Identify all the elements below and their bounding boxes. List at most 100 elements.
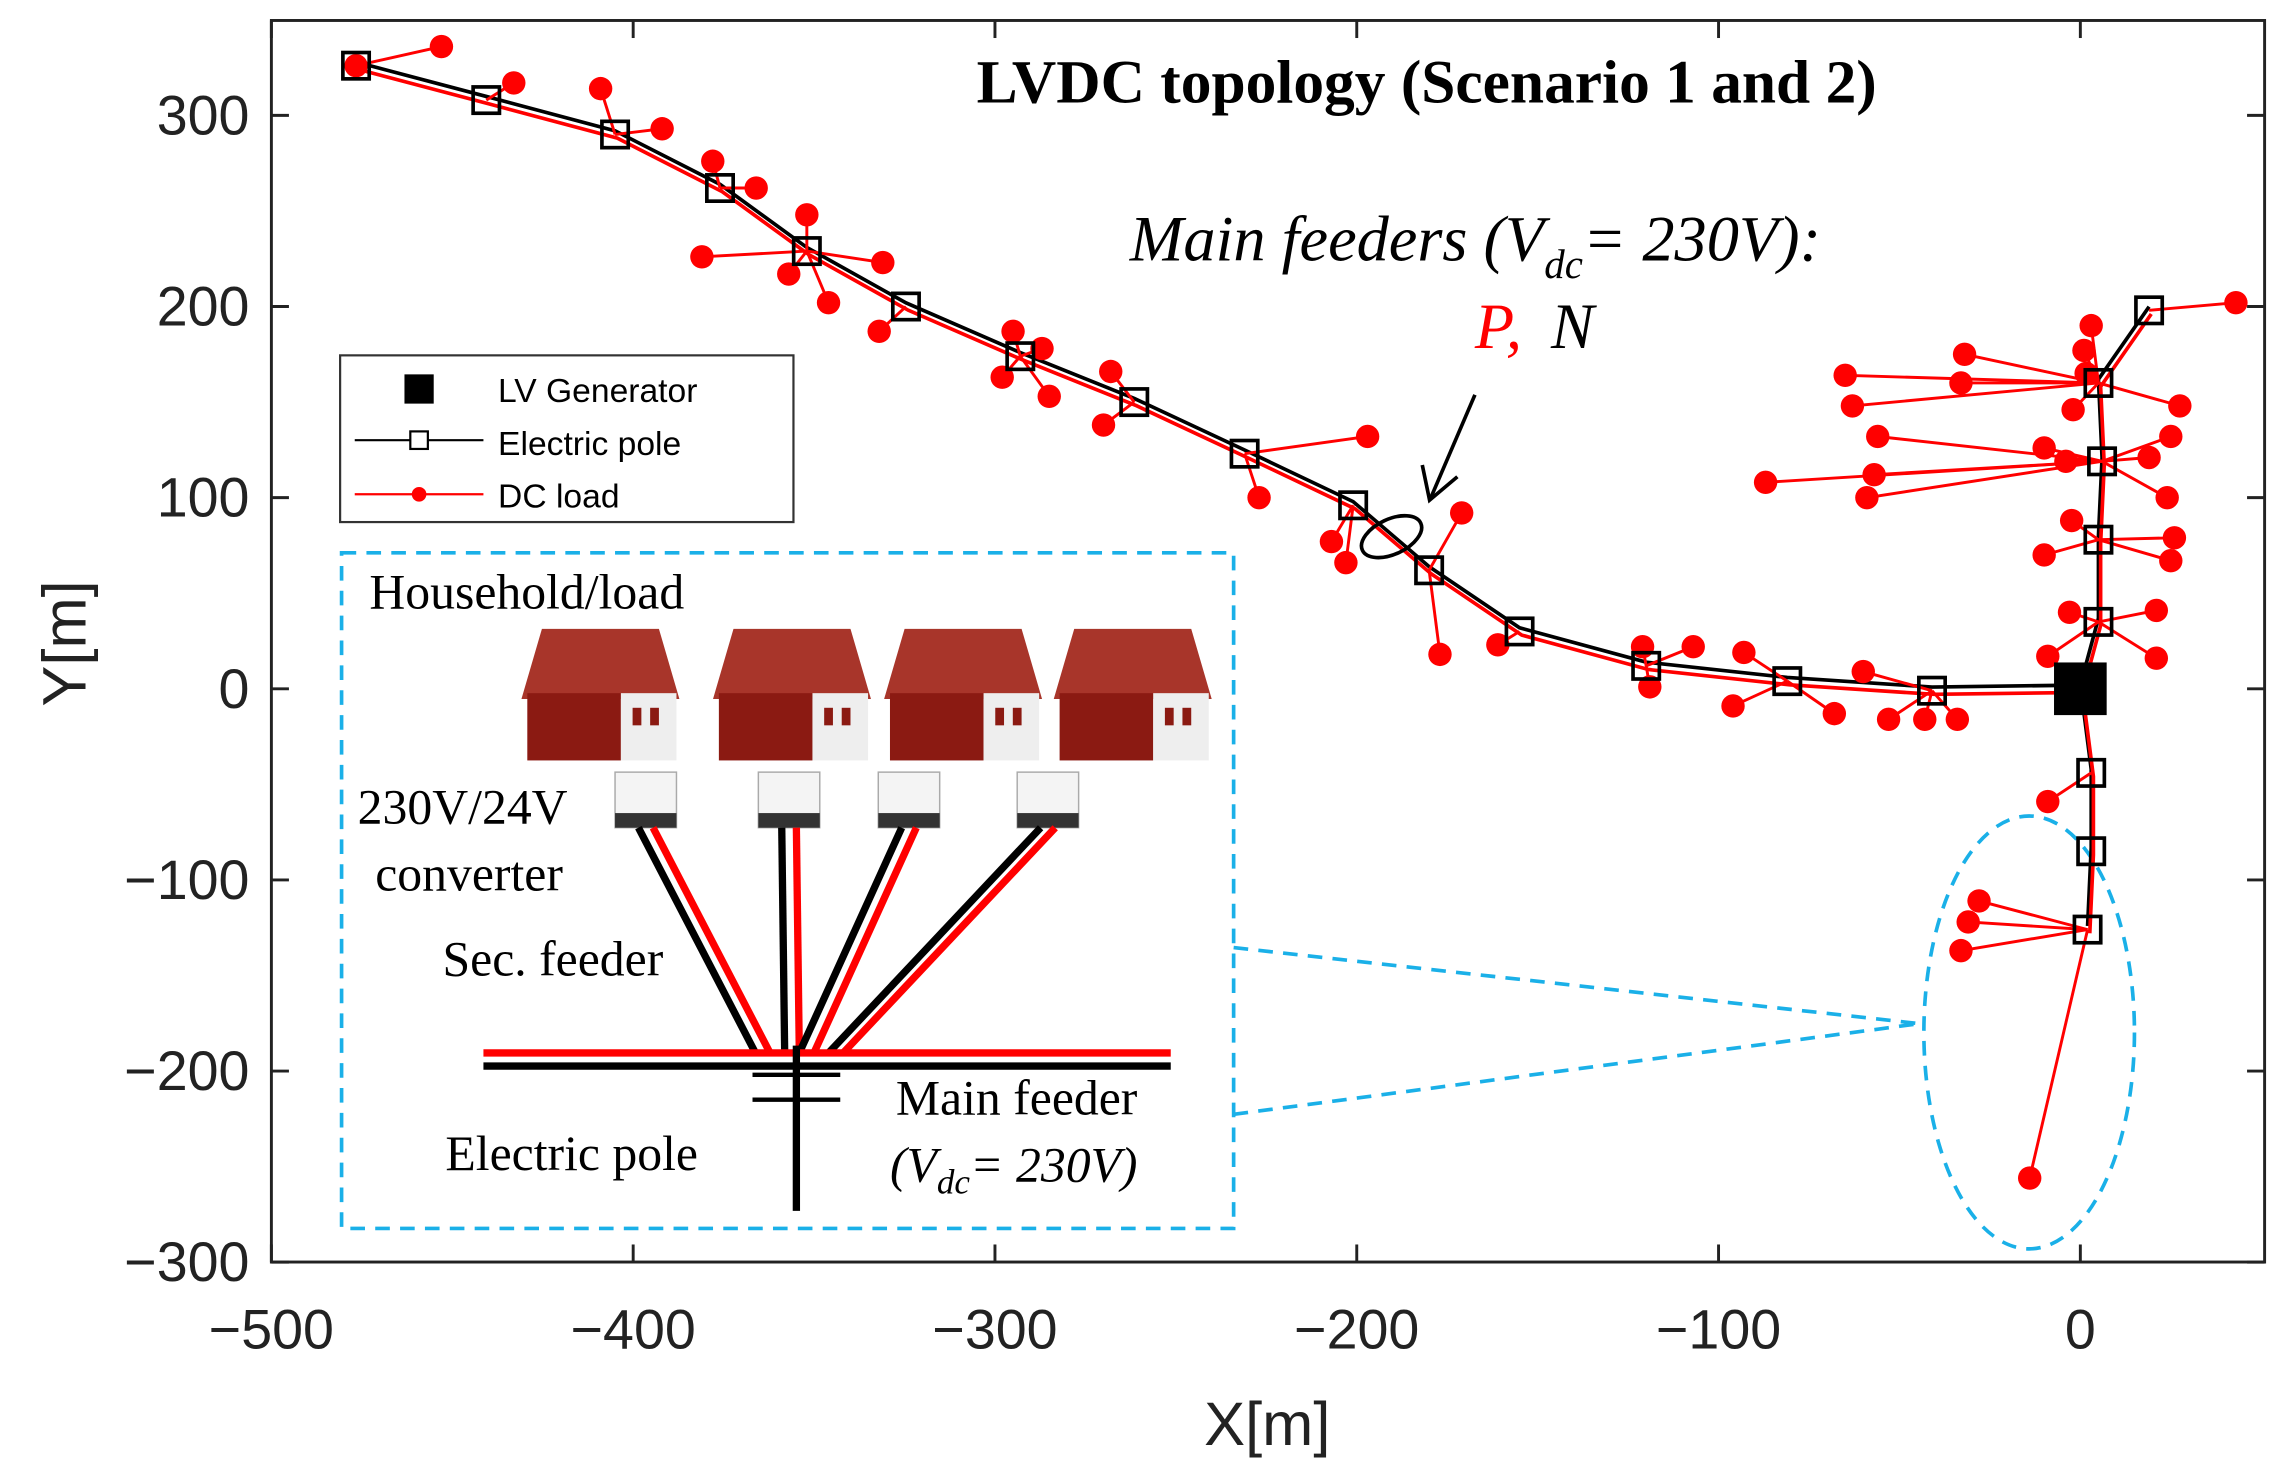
electric-pole-marker: [1119, 387, 1150, 418]
dc-load-point: [2061, 398, 2085, 422]
dc-load-point: [1952, 342, 1977, 366]
house-window-icon: [995, 707, 1005, 726]
inset-frame: [339, 550, 1236, 1231]
dc-load-point: [1840, 394, 1865, 418]
dc-load-point: [1945, 707, 1970, 732]
electric-pole-marker: [600, 119, 631, 150]
electric-pole-marker: [791, 236, 822, 267]
x-tick-label: −100: [1656, 1298, 1781, 1360]
electric-pole-marker: [2076, 836, 2107, 867]
house-side-icon: [812, 693, 869, 761]
dc-load-point: [2155, 485, 2179, 510]
dc-load-point: [2079, 313, 2103, 338]
dc-load-point: [2224, 290, 2248, 315]
x-axis-label: X[m]: [1204, 1390, 1330, 1459]
p-label: P,: [1474, 291, 1522, 362]
dc-load-point: [588, 76, 613, 101]
electric-pole-marker: [1338, 490, 1369, 521]
dc-load-point: [2032, 436, 2056, 460]
house-window-icon: [1164, 707, 1174, 726]
house-window-icon: [632, 707, 642, 726]
sec-feeder-negative: [635, 826, 759, 1055]
sec-feeder-negative: [825, 825, 1044, 1056]
dc-load-point: [1949, 371, 1973, 395]
dc-load-point: [2162, 526, 2187, 550]
dc-load-point: [1334, 550, 1358, 575]
load-line: [1960, 928, 2088, 953]
y-tick-label: 0: [219, 658, 250, 720]
electric-pole-marker: [1229, 438, 1260, 469]
house-roof-icon: [713, 628, 871, 700]
sec-feeder-positive: [792, 827, 803, 1053]
dc-load-point: [1862, 463, 1886, 487]
electric-pole-marker: [341, 50, 372, 81]
house-side-icon: [1153, 693, 1209, 761]
legend-load-marker: [411, 486, 427, 502]
electric-pole-marker: [2083, 606, 2114, 637]
dc-load-point: [1732, 640, 1756, 665]
dc-load-point: [2159, 424, 2183, 449]
dc-load-point: [1428, 642, 1452, 667]
load-line: [1978, 899, 2088, 932]
feeder-line-red-south: [2080, 692, 2096, 934]
dc-load-point: [2072, 338, 2096, 363]
legend-load: DC load: [498, 478, 619, 515]
annotation-arrow: [1359, 394, 1477, 560]
dc-load-point: [2144, 598, 2169, 623]
electric-pole-marker: [471, 85, 502, 116]
house-window-icon: [1012, 707, 1022, 726]
dc-load-point: [816, 290, 841, 315]
dc-load-point: [2032, 543, 2056, 567]
inset-diagram: Household/load 230V/24V converter Sec. f…: [339, 550, 2137, 1251]
dc-load-point: [744, 176, 768, 200]
feeder-line-west: [355, 60, 2081, 689]
load-line: [1852, 381, 2099, 408]
dc-load-point: [1949, 938, 1973, 963]
dc-load-point: [2137, 445, 2161, 470]
electric-pole-marker: [1917, 675, 1948, 706]
dc-load-point: [2036, 789, 2060, 814]
feeder-line-red-west: [357, 67, 2083, 697]
dc-load-point: [1037, 384, 1061, 409]
load-line: [1968, 920, 2088, 932]
converter-base-icon: [878, 813, 940, 828]
dc-load-point: [1851, 659, 1875, 684]
electric-pole-marker: [1772, 666, 1803, 697]
dc-load-point: [1319, 529, 1344, 554]
zoom-ellipse: [1922, 814, 2137, 1251]
n-label: N: [1550, 291, 1597, 362]
electric-pole-icon: [752, 1045, 841, 1211]
electric-pole-marker: [2087, 446, 2118, 477]
load-line: [2101, 460, 2168, 499]
feeder-line-north: [2078, 305, 2151, 686]
sec-feeder-positive: [649, 826, 774, 1055]
dc-load-point: [1486, 633, 1510, 657]
load-line: [2028, 929, 2090, 1179]
house-roof-icon: [1053, 628, 1212, 700]
y-tick-label: −200: [124, 1040, 249, 1102]
load-line: [701, 249, 807, 259]
legend-generator: LV Generator: [498, 373, 697, 410]
dc-load-point: [777, 262, 801, 286]
electric-pole-marker: [2076, 757, 2107, 788]
converter-label-1: 230V/24V: [358, 779, 568, 834]
house-side-icon: [983, 693, 1040, 761]
electric-pole-marker: [1631, 650, 1662, 681]
dc-load-point: [2057, 600, 2082, 625]
electric-pole-marker: [2072, 914, 2103, 945]
dc-load-point: [1721, 694, 1745, 718]
electric-pole-marker: [1414, 555, 1445, 586]
dc-load-point: [1681, 635, 1705, 659]
dc-load-point: [990, 365, 1014, 389]
dc-load-point: [1876, 707, 1901, 732]
chart-title: LVDC topology (Scenario 1 and 2): [977, 48, 1877, 116]
dc-load-point: [1091, 413, 1116, 437]
electric-pole-label: Electric pole: [445, 1126, 698, 1181]
house-window-icon: [650, 707, 659, 726]
dc-load-point: [429, 34, 454, 59]
dc-load-point: [1099, 359, 1123, 384]
house-window-icon: [841, 707, 851, 726]
house-window-icon: [824, 707, 833, 726]
legend: LV Generator Electric pole DC load: [339, 354, 795, 524]
electric-pole-marker: [705, 173, 735, 204]
